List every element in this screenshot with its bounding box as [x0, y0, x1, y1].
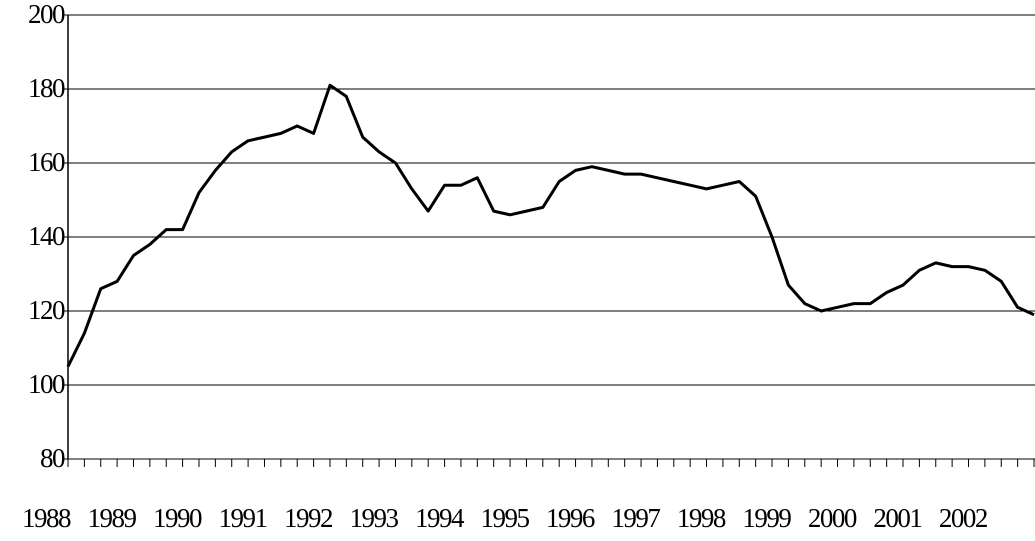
y-tick-label: 100	[28, 369, 65, 399]
x-tick-label: 1991	[218, 503, 266, 533]
x-tick-label: 1989	[87, 503, 136, 533]
x-tick-label: 1995	[480, 503, 529, 533]
x-tick-label: 1990	[153, 503, 202, 533]
y-tick-label: 140	[28, 221, 65, 251]
line	[66, 83, 1035, 368]
x-tick-label: 2000	[808, 503, 857, 533]
x-tick-label: 1992	[284, 503, 333, 533]
x-tick-label: 1994	[415, 503, 465, 533]
x-tick-label: 1999	[742, 503, 791, 533]
x-tick-label: 1998	[677, 503, 726, 533]
x-tick-label: 1993	[349, 503, 398, 533]
y-tick-label: 80	[40, 443, 65, 473]
y-tick-label: 160	[28, 147, 65, 177]
x-tick-label: 1988	[22, 503, 71, 533]
y-tick-label: 180	[28, 73, 65, 103]
x-tick-label: 1996	[546, 503, 595, 533]
y-tick-label: 200	[28, 0, 65, 29]
y-tick-label: 120	[28, 295, 65, 325]
x-tick-label: 2001	[873, 503, 921, 533]
x-tick-label: 1997	[611, 503, 660, 533]
x-tick-label: 2002	[939, 503, 988, 533]
